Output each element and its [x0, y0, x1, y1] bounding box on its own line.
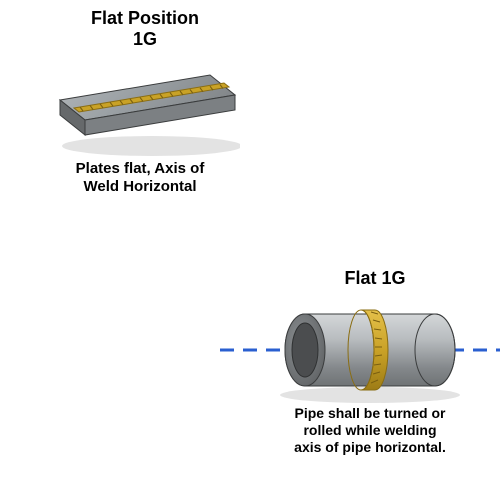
- pipe-caption-line3: axis of pipe horizontal.: [294, 439, 446, 455]
- plate-svg: [30, 50, 240, 160]
- pipe-illustration: [220, 295, 500, 405]
- pipe-caption-line1: Pipe shall be turned or: [295, 405, 446, 421]
- pipe-end-face: [285, 314, 325, 386]
- pipe-title-text: Flat 1G: [344, 268, 405, 288]
- plate-caption: Plates flat, Axis of Weld Horizontal: [40, 160, 240, 196]
- pipe-title: Flat 1G: [300, 268, 450, 289]
- plate-caption-line2: Weld Horizontal: [83, 178, 196, 195]
- plate-title-line2: 1G: [133, 29, 157, 49]
- plate-title: Flat Position 1G: [60, 8, 230, 49]
- plate-caption-line1: Plates flat, Axis of: [76, 160, 205, 177]
- pipe-caption-line2: rolled while welding: [303, 422, 436, 438]
- diagram-canvas: Flat Position 1G: [0, 0, 500, 500]
- pipe-caption: Pipe shall be turned or rolled while wel…: [260, 405, 480, 455]
- plate-illustration: [30, 50, 240, 160]
- plate-title-line1: Flat Position: [91, 8, 199, 28]
- plate-shadow: [62, 136, 240, 156]
- pipe-svg: [220, 295, 500, 405]
